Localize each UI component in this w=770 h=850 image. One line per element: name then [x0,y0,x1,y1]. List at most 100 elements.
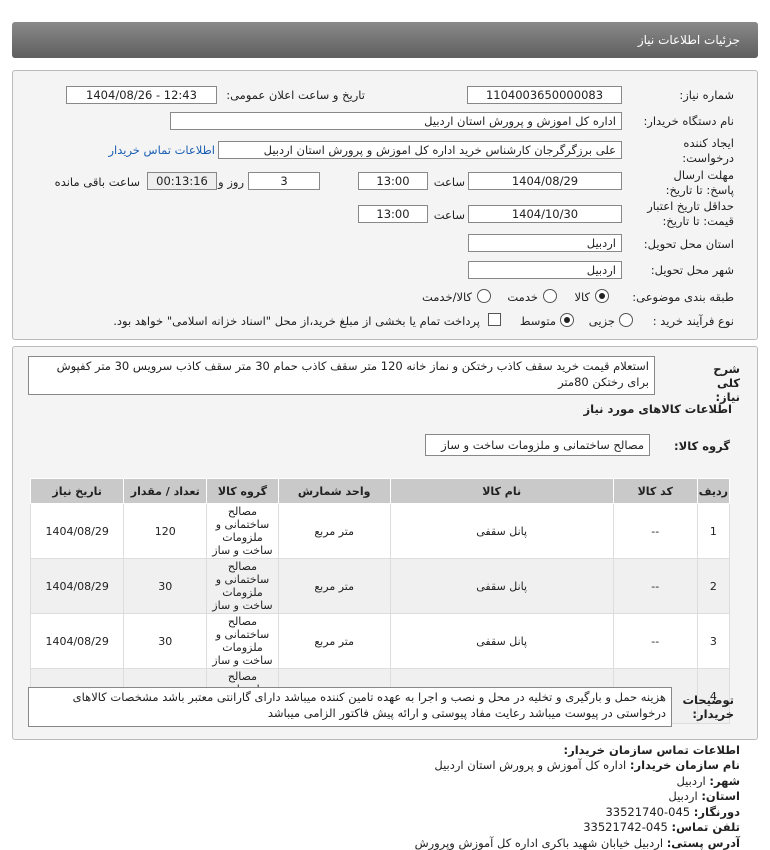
contact-row: شهر: اردبیل [676,774,740,788]
countdown: 00:13:16 [147,172,217,190]
group-value: مصالح ساختمانی و ملزومات ساخت و ساز [425,434,650,456]
option-label: متوسط [519,314,556,328]
field-label: استان محل تحویل: [643,237,734,251]
table-cell: متر مربع [277,558,391,614]
contact-value: 045-33521742 [583,820,668,834]
contact-label: استان: [701,789,740,803]
table-row: 2 -- پانل سقفی متر مربع مصالح ساختمانی و ملز… [29,558,731,614]
radio-button[interactable] [619,313,633,327]
contact-value: اردبیل [676,773,706,788]
radio-button[interactable] [595,289,609,303]
field-label: روز و [218,175,244,189]
column-header: تاریخ نیاز [29,478,125,504]
field-value: 3 [248,172,320,190]
field-value: 13:00 [358,205,428,223]
field-label: حداقل تاریخ اعتبار قیمت: تا تاریخ: [647,199,734,228]
table-cell: پانل سقفی [389,558,614,614]
contact-row: دورنگار: 045-33521740 [605,805,740,819]
option-label: جزیی [588,314,615,328]
checkbox[interactable] [488,313,501,326]
table-cell: -- [612,558,698,614]
field-label: ایجاد کننده درخواست: [682,136,734,165]
field-value: اداره کل اموزش و پرورش استان اردبیل [170,112,622,130]
field-value: اردبیل [468,234,622,252]
column-header: ردیف [696,478,731,504]
contact-link[interactable]: اطلاعات تماس خریدار [108,143,215,157]
header-title: جزئیات اطلاعات نیاز [637,33,740,47]
table-cell: 30 [123,613,208,669]
field-label: ساعت باقی مانده [54,175,140,189]
field-label: مهلت ارسال پاسخ: تا تاریخ: [665,168,734,197]
field-label: شهر محل تحویل: [650,263,734,277]
radio-button[interactable] [477,289,491,303]
table-cell: 1404/08/29 [29,503,125,559]
column-header: گروه کالا [206,478,279,504]
field-label: طبقه بندی موضوعی: [632,290,734,304]
goods-table: ردیف کد کالا نام کالا واحد شمارش گروه کالا تع… [29,478,731,724]
contact-value: اردبیل خیابان شهید باکری اداره کل آموزش … [414,835,664,850]
contact-value: اداره کل آموزش و پرورش استان اردبیل [434,758,627,772]
column-header: واحد شمارش [277,478,391,504]
header-bar: جزئیات اطلاعات نیاز [12,22,758,58]
field-value: 1104003650000083 [467,86,622,104]
treasury-note: پرداخت تمام یا بخشی از مبلغ خرید،از محل … [113,314,480,328]
table-row: 1 -- پانل سقفی متر مربع مصالح ساختمانی و ملز… [29,503,731,559]
field-value: 1404/10/30 [468,205,622,223]
column-header: تعداد / مقدار [123,478,208,504]
field-label: ساعت [433,208,465,222]
field-label: نام دستگاه خریدار: [643,114,734,128]
column-header: کد کالا [612,478,698,504]
field-value: 13:00 [358,172,428,190]
field-label: توضیحات خریدار: [682,693,735,721]
field-label: شماره نیاز: [679,88,734,102]
table-cell: مصالح ساختمانی و ملزومات ساخت و ساز [206,558,279,614]
field-label: نوع فرآیند خرید : [652,314,734,328]
table-cell: 1 [696,503,731,559]
table-cell: -- [612,503,698,559]
contact-label: نام سازمان خریدار: [629,758,740,772]
notes-text: هزینه حمل و بارگیری و تخلیه در محل و نصب… [28,687,672,727]
table-cell: 3 [696,613,731,669]
field-label: شرح کلی نیاز: [713,362,740,404]
radio-button[interactable] [560,313,574,327]
option-label: کالا/خدمت [421,290,472,304]
contact-title: اطلاعات تماس سازمان خریدار: [563,743,740,757]
field-value: علی برزگرگرجان کارشناس خرید اداره کل امو… [218,141,622,159]
contact-label: آدرس پستی: [666,835,740,850]
table-cell: 4 [696,668,731,724]
table-cell: متر مربع [277,503,391,559]
section-title: اطلاعات کالاهای مورد نیاز [583,402,732,416]
contact-value: 045-33521740 [605,804,691,819]
table-cell: 1404/08/29 [29,558,125,614]
radio-button[interactable] [543,289,557,303]
table-cell: 2 [696,558,731,614]
table-cell: -- [612,613,698,669]
description-text: استعلام قیمت خرید سقف کاذب رختکن و نماز … [28,356,655,395]
field-value: 1404/08/29 [468,172,622,190]
table-cell: مصالح ساختمانی و ملزومات ساخت و ساز [206,503,279,559]
field-value: 1404/08/26 - 12:43 [66,86,217,104]
column-header: نام کالا [389,478,614,504]
option-label: کالا [574,290,590,304]
field-label: ساعت [433,175,465,189]
table-row: 3 -- پانل سقفی متر مربع مصالح ساختمانی و ملز… [29,613,731,669]
contact-label: دورنگار: [693,804,740,819]
table-cell: 120 [123,503,208,559]
table-cell: 30 [123,558,208,614]
field-label: گروه کالا: [674,439,730,453]
contact-row: تلفن تماس: 045-33521742 [583,820,740,834]
table-cell: پانل سقفی [389,613,614,669]
table-header: ردیف کد کالا نام کالا واحد شمارش گروه کالا تع… [29,478,731,504]
contact-row: نام سازمان خریدار: اداره کل آموزش و پرور… [434,758,740,772]
field-label: تاریخ و ساعت اعلان عمومی: [226,88,365,102]
contact-label: شهر: [709,773,740,788]
contact-row: استان: اردبیل [668,789,740,803]
table-cell: 1404/08/29 [29,613,125,669]
table-cell: پانل سقفی [389,503,614,559]
option-label: خدمت [507,290,538,304]
table-cell: مصالح ساختمانی و ملزومات ساخت و ساز [206,613,279,669]
contact-row: آدرس پستی: اردبیل خیابان شهید باکری ادار… [415,836,740,850]
table-cell: متر مربع [277,613,391,669]
contact-value: اردبیل [668,789,698,803]
